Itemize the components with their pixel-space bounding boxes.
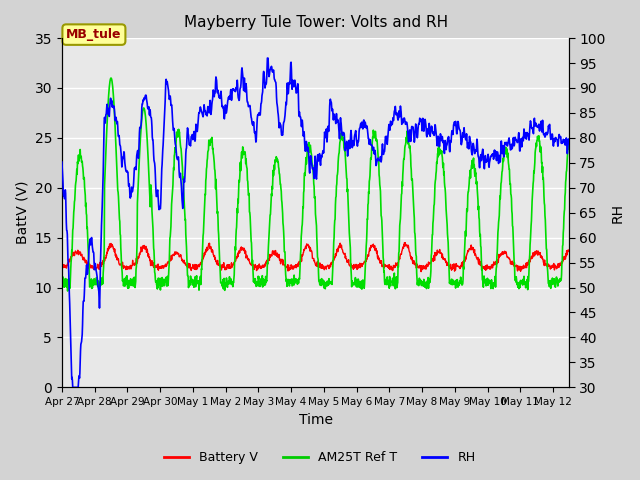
Y-axis label: BattV (V): BattV (V) xyxy=(15,181,29,244)
Y-axis label: RH: RH xyxy=(611,203,625,223)
Title: Mayberry Tule Tower: Volts and RH: Mayberry Tule Tower: Volts and RH xyxy=(184,15,448,30)
Legend: Battery V, AM25T Ref T, RH: Battery V, AM25T Ref T, RH xyxy=(159,446,481,469)
Text: MB_tule: MB_tule xyxy=(66,28,122,41)
X-axis label: Time: Time xyxy=(299,413,333,427)
